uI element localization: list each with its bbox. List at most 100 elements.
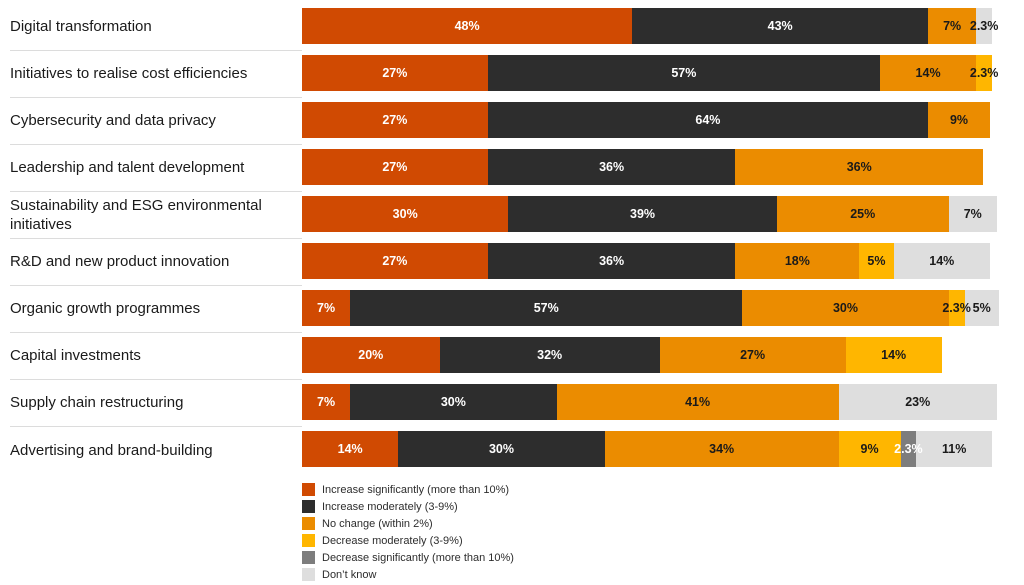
legend-label: Decrease moderately (3-9%)	[322, 534, 463, 547]
category-label: Digital transformation	[10, 4, 302, 51]
segment-value-label: 25%	[850, 207, 876, 221]
bar-segment-increase-significantly: 27%	[302, 149, 488, 185]
chart-row: Leadership and talent development 27% 36% 3…	[0, 145, 1024, 192]
chart-row: Initiatives to realise cost efficiencies…	[0, 51, 1024, 98]
segment-value-label: 48%	[454, 19, 480, 33]
segment-value-label: 9%	[949, 113, 969, 127]
segment-value-label: 32%	[537, 348, 563, 362]
chart-row: R&D and new product innovation 27% 36% 18% 5…	[0, 239, 1024, 286]
stacked-bar: 14% 30% 34% 9% 2.3% 11%	[302, 431, 992, 467]
legend-label: Decrease significantly (more than 10%)	[322, 551, 514, 564]
legend-item: Decrease moderately (3-9%)	[302, 532, 1024, 549]
segment-value-label: 20%	[358, 348, 384, 362]
stacked-bar-chart: Digital transformation 48% 43% 7% 2.3% Initia…	[0, 4, 1024, 474]
bar-segment-no-change: 9%	[928, 102, 990, 138]
segment-value-label: 27%	[382, 160, 408, 174]
bar-segment-increase-significantly: 27%	[302, 243, 488, 279]
bar-segment-increase-moderately: 32%	[439, 337, 660, 373]
stacked-bar: 20% 32% 27% 14%	[302, 337, 942, 373]
legend-swatch-increase-moderately	[302, 500, 315, 513]
bar-segment-increase-moderately: 57%	[487, 55, 880, 91]
bar-segment-increase-moderately: 64%	[487, 102, 929, 138]
category-label: Sustainability and ESG environmental ini…	[10, 192, 302, 239]
segment-value-label: 5%	[972, 301, 991, 315]
chart-row: Sustainability and ESG environmental ini…	[0, 192, 1024, 239]
bar-segment-no-change: 30%	[742, 290, 949, 326]
bar-segment-no-change: 36%	[735, 149, 984, 185]
category-label: Leadership and talent development	[10, 145, 302, 192]
segment-value-label: 23%	[905, 395, 931, 409]
segment-value-label: 2.3%	[969, 19, 999, 33]
legend-label: Don’t know	[322, 568, 377, 581]
bar-segment-increase-moderately: 39%	[508, 196, 777, 232]
category-label: Supply chain restructuring	[10, 380, 302, 427]
legend-label: Increase moderately (3-9%)	[322, 500, 458, 513]
bar-segment-dont-know: 11%	[916, 431, 992, 467]
bar-segment-no-change: 7%	[928, 8, 977, 44]
segment-value-label: 7%	[317, 395, 336, 409]
segment-value-label: 34%	[709, 442, 735, 456]
segment-value-label: 2.3%	[969, 66, 999, 80]
category-label: Organic growth programmes	[10, 286, 302, 333]
chart-row: Digital transformation 48% 43% 7% 2.3%	[0, 4, 1024, 51]
bar-segment-no-change: 27%	[659, 337, 846, 373]
segment-value-label: 57%	[671, 66, 697, 80]
legend-swatch-no-change	[302, 517, 315, 530]
legend-swatch-decrease-significantly	[302, 551, 315, 564]
segment-value-label: 7%	[943, 19, 962, 33]
legend-swatch-decrease-moderately	[302, 534, 315, 547]
bar-segment-decrease-moderately: 2.3%	[970, 55, 998, 91]
legend-item: No change (within 2%)	[302, 515, 1024, 532]
segment-value-label: 30%	[832, 301, 859, 315]
bar-segment-no-change: 18%	[735, 243, 860, 279]
legend-swatch-dont-know	[302, 568, 315, 581]
segment-value-label: 36%	[599, 160, 625, 174]
bar-segment-increase-significantly: 27%	[302, 55, 488, 91]
category-label: Advertising and brand-building	[10, 441, 213, 459]
bar-segment-decrease-significantly: 2.3%	[894, 431, 923, 467]
bar-segment-no-change: 25%	[776, 196, 949, 232]
bar-segment-increase-moderately: 57%	[350, 290, 743, 326]
legend-item: Increase moderately (3-9%)	[302, 498, 1024, 515]
segment-value-label: 2.3%	[894, 442, 923, 456]
stacked-bar: 7% 30% 41% 23%	[302, 384, 997, 420]
bar-segment-increase-significantly: 30%	[302, 196, 509, 232]
segment-value-label: 30%	[488, 442, 515, 456]
bar-segment-no-change: 41%	[556, 384, 839, 420]
category-label: Cybersecurity and data privacy	[10, 98, 302, 145]
bar-segment-decrease-moderately: 2.3%	[942, 290, 971, 326]
bar-segment-increase-moderately: 36%	[487, 149, 736, 185]
segment-value-label: 14%	[929, 254, 955, 268]
segment-value-label: 39%	[630, 207, 656, 221]
stacked-bar: 7% 57% 30% 2.3% 5%	[302, 290, 999, 326]
chart-row: Advertising and brand-building 14% 30% 34% 9…	[0, 427, 1024, 474]
segment-value-label: 2.3%	[942, 301, 971, 315]
bar-segment-decrease-moderately: 14%	[845, 337, 942, 373]
bar-segment-increase-significantly: 14%	[302, 431, 399, 467]
chart-row: Supply chain restructuring 7% 30% 41% 23%	[0, 380, 1024, 427]
legend: Increase significantly (more than 10%) In…	[302, 481, 1024, 583]
bar-segment-increase-significantly: 20%	[302, 337, 440, 373]
segment-value-label: 36%	[599, 254, 625, 268]
segment-value-label: 18%	[784, 254, 810, 268]
segment-value-label: 27%	[382, 254, 408, 268]
bar-segment-dont-know: 7%	[948, 196, 997, 232]
bar-segment-increase-moderately: 43%	[632, 8, 929, 44]
chart-row: Organic growth programmes 7% 57% 30% 2.3% 5%	[0, 286, 1024, 333]
category-label: Capital investments	[10, 333, 302, 380]
bar-segment-no-change: 34%	[604, 431, 839, 467]
segment-value-label: 11%	[941, 442, 967, 456]
segment-value-label: 14%	[881, 348, 907, 362]
segment-value-label: 7%	[317, 301, 336, 315]
stacked-bar: 27% 36% 18% 5% 14%	[302, 243, 990, 279]
segment-value-label: 27%	[382, 113, 408, 127]
chart-row: Capital investments 20% 32% 27% 14%	[0, 333, 1024, 380]
segment-value-label: 27%	[382, 66, 408, 80]
segment-value-label: 30%	[440, 395, 466, 409]
legend-label: No change (within 2%)	[322, 517, 433, 530]
category-label: R&D and new product innovation	[10, 239, 302, 286]
category-label: Initiatives to realise cost efficiencies	[10, 51, 302, 98]
bar-segment-dont-know: 14%	[893, 243, 990, 279]
bar-segment-increase-moderately: 30%	[398, 431, 605, 467]
segment-value-label: 5%	[867, 254, 886, 268]
